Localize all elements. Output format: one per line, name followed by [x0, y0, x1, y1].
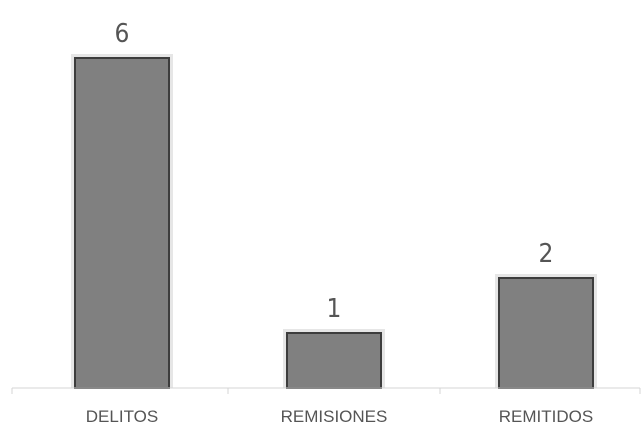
x-axis [11, 387, 641, 394]
bar-remisiones [286, 332, 382, 389]
value-label-remisiones: 1 [327, 294, 342, 324]
value-label-delitos: 6 [115, 19, 130, 49]
category-label-remitidos: REMITIDOS [499, 407, 593, 426]
category-labels-layer: DELITOS REMISIONES REMITIDOS [86, 407, 593, 426]
value-labels-layer: 6 1 2 [115, 19, 554, 324]
bars-layer [71, 54, 597, 389]
bar-remitidos [498, 277, 594, 389]
category-label-delitos: DELITOS [86, 407, 158, 426]
bar-delitos [74, 57, 170, 389]
category-label-remisiones: REMISIONES [281, 407, 388, 426]
value-label-remitidos: 2 [539, 239, 554, 269]
